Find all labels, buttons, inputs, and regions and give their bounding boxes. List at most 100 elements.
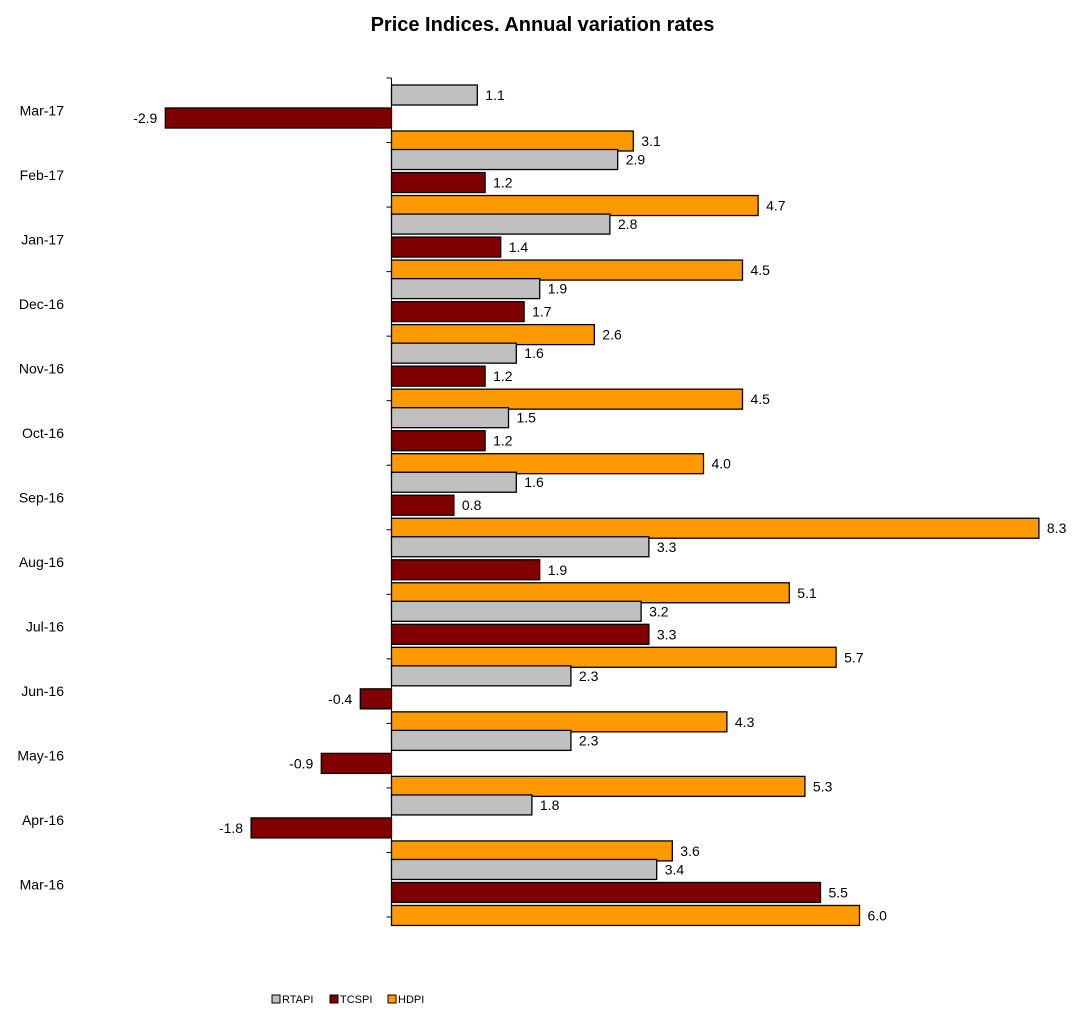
axis-layer [386,77,392,918]
bar-rtapi [390,213,611,235]
data-label: 1.9 [548,281,568,297]
category-label: Dec-16 [19,296,64,312]
data-label: 1.1 [485,87,505,103]
legend-label-hdpi: HDPI [398,994,424,1006]
bar-hdpi [390,194,759,217]
data-label: 1.6 [524,345,544,361]
bar-hdpi [390,453,705,475]
bar-tcspi [390,430,486,452]
bar-rtapi [390,536,650,558]
bar-rtapi [390,148,619,171]
data-label: 2.9 [626,152,646,168]
data-label: 1.2 [493,368,513,384]
bar-tcspi [390,623,650,645]
data-label: 3.6 [680,843,700,859]
bar-tcspi [390,300,525,323]
bar-rtapi [390,277,541,300]
data-label: 1.2 [493,175,513,191]
bar-tcspi [390,171,486,194]
bar-tcspi [250,817,393,839]
category-label: Mar-16 [20,877,65,893]
bar-tcspi [390,236,502,258]
data-label: 5.7 [844,649,864,665]
bar-rtapi [390,342,517,364]
data-label: 1.2 [493,433,513,449]
data-label: -0.4 [328,691,352,707]
bar-hdpi [390,130,634,152]
data-label: -1.8 [219,820,243,836]
bar-hdpi [390,582,790,604]
data-label: 1.5 [517,410,537,426]
data-label: 5.5 [829,884,849,900]
data-label: 5.1 [797,585,817,601]
data-label: 2.8 [618,216,638,232]
data-label: 4.5 [751,391,771,407]
category-label: Jun-16 [21,683,64,699]
category-label: Mar-17 [20,102,65,118]
legend-label-rtapi: RTAPI [282,994,313,1006]
legend-swatch-tcspi [329,994,339,1004]
category-label: Jan-17 [21,231,64,247]
bar-rtapi [390,794,533,816]
category-label: Oct-16 [22,425,64,441]
category-label: Nov-16 [19,360,64,376]
data-label: 8.3 [1047,520,1067,536]
data-label: 3.3 [657,626,677,642]
bar-hdpi [390,646,837,668]
data-label: 0.8 [462,497,482,513]
category-label: Aug-16 [19,554,64,570]
bar-hdpi [390,775,806,798]
data-label: -2.9 [133,110,157,126]
bar-rtapi [390,665,572,687]
category-label: Jul-16 [26,619,64,635]
bar-tcspi [390,365,486,387]
data-label: 4.5 [751,262,771,278]
bar-hdpi [390,259,744,281]
labels-layer: Mar-17 1.1 -2.9 3.1 Feb-17 2.9 1.2 4.7 Jan-17 2.8… [17,87,1066,923]
bar-tcspi [390,881,822,904]
data-label: 1.7 [532,304,552,320]
legend-swatch-rtapi [271,994,281,1004]
bar-hdpi [390,711,728,733]
data-label: 2.3 [579,668,599,684]
data-label: 4.3 [735,714,755,730]
bar-hdpi [390,840,673,862]
chart-title: Price Indices. Annual variation rates [370,14,715,36]
data-label: 2.3 [579,732,599,748]
category-label: Feb-17 [20,167,65,183]
data-label: 2.6 [602,327,622,343]
bar-tcspi [320,752,393,775]
bar-hdpi [390,323,595,346]
data-label: 6.0 [868,907,888,923]
bars-layer [164,84,1040,927]
bar-rtapi [390,407,510,429]
bar-tcspi [359,688,393,710]
data-label: 5.3 [813,778,833,794]
bar-tcspi [390,494,455,516]
legend-swatch-hdpi [387,994,397,1004]
data-label: 3.1 [641,133,661,149]
bar-rtapi [390,84,478,106]
category-label: Apr-16 [22,812,64,828]
bar-tcspi [164,107,393,129]
bar-rtapi [390,600,642,622]
category-label: May-16 [17,748,64,764]
data-label: 3.4 [665,861,685,877]
data-label: 1.9 [548,562,568,578]
data-label: 1.4 [509,239,529,255]
legend-label-tcspi: TCSPI [340,994,372,1006]
data-label: 4.0 [712,456,732,472]
data-label: -0.9 [289,755,313,771]
bar-rtapi [390,471,517,493]
category-label: Sep-16 [19,490,64,506]
data-label: 1.8 [540,797,560,813]
data-label: 3.3 [657,539,677,555]
bar-tcspi [390,559,541,581]
data-label: 1.6 [524,474,544,490]
bar-rtapi [390,858,658,881]
data-label: 3.2 [649,603,669,619]
legend: RTAPI TCSPI HDPI [271,994,424,1006]
data-label: 4.7 [766,198,786,214]
bar-hdpi [390,517,1040,539]
